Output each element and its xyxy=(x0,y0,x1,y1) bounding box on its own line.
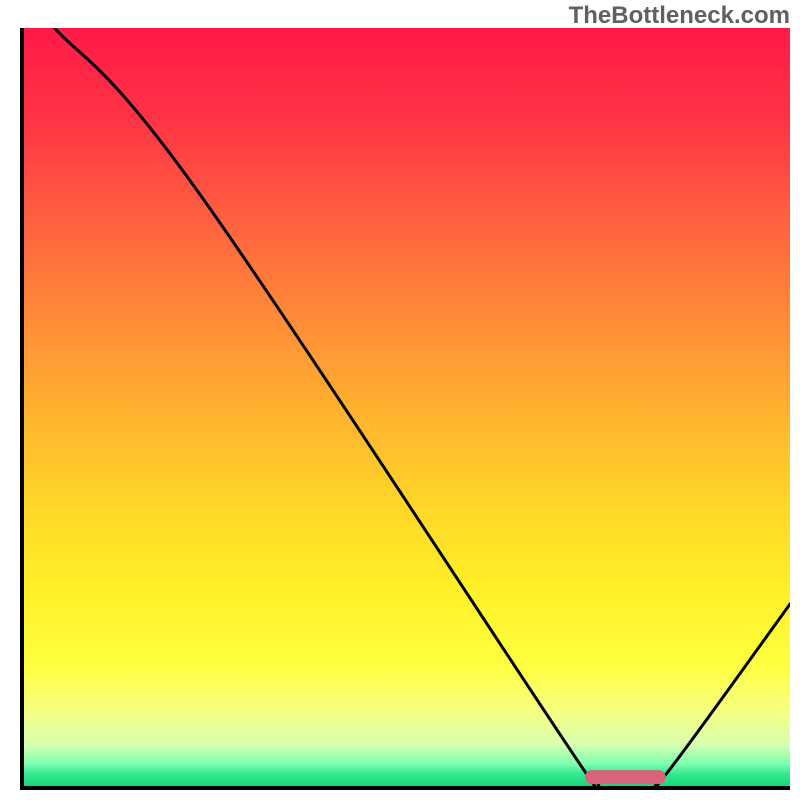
optimal-range-marker xyxy=(585,770,665,784)
watermark-text: TheBottleneck.com xyxy=(569,2,790,30)
plot-frame xyxy=(20,28,790,790)
plot-area xyxy=(24,28,790,786)
bottleneck-curve xyxy=(24,28,790,786)
